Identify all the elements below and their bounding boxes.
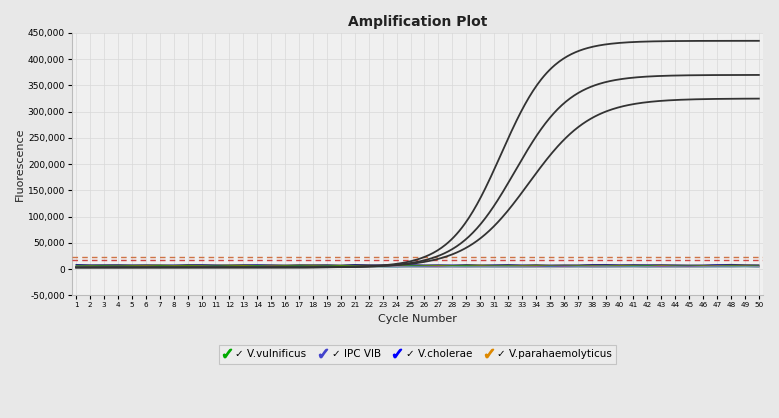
X-axis label: Cycle Number: Cycle Number xyxy=(378,314,457,324)
Y-axis label: Fluorescence: Fluorescence xyxy=(15,127,25,201)
Legend: ✓ V.vulnificus, ✓ IPC VIB, ✓ V.cholerae, ✓ V.parahaemolyticus: ✓ V.vulnificus, ✓ IPC VIB, ✓ V.cholerae,… xyxy=(219,345,616,364)
Title: Amplification Plot: Amplification Plot xyxy=(347,15,487,29)
